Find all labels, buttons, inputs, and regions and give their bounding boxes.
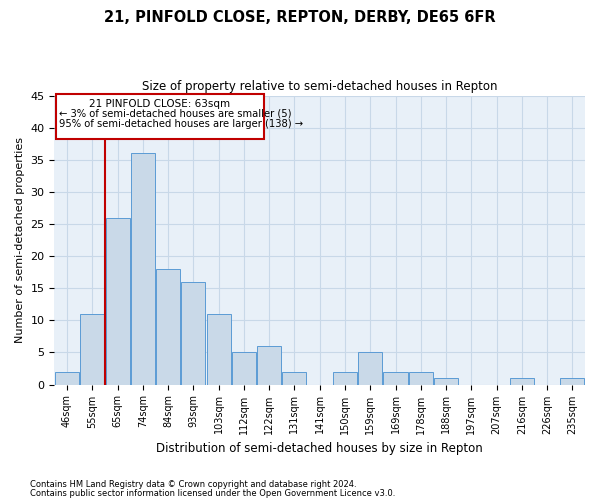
Text: Contains HM Land Registry data © Crown copyright and database right 2024.: Contains HM Land Registry data © Crown c… [30, 480, 356, 489]
FancyBboxPatch shape [56, 94, 264, 139]
Title: Size of property relative to semi-detached houses in Repton: Size of property relative to semi-detach… [142, 80, 497, 93]
Bar [510, 378, 534, 384]
Bar [106, 218, 130, 384]
Bar [131, 154, 155, 384]
Bar [383, 372, 407, 384]
Bar [283, 372, 307, 384]
Text: 21, PINFOLD CLOSE, REPTON, DERBY, DE65 6FR: 21, PINFOLD CLOSE, REPTON, DERBY, DE65 6… [104, 10, 496, 25]
Bar [156, 269, 180, 384]
Text: ← 3% of semi-detached houses are smaller (5): ← 3% of semi-detached houses are smaller… [59, 108, 292, 118]
Bar [333, 372, 357, 384]
Bar [55, 372, 79, 384]
Text: 21 PINFOLD CLOSE: 63sqm: 21 PINFOLD CLOSE: 63sqm [89, 99, 230, 109]
X-axis label: Distribution of semi-detached houses by size in Repton: Distribution of semi-detached houses by … [157, 442, 483, 455]
Bar [257, 346, 281, 385]
Bar [560, 378, 584, 384]
Text: Contains public sector information licensed under the Open Government Licence v3: Contains public sector information licen… [30, 488, 395, 498]
Bar [206, 314, 230, 384]
Bar [409, 372, 433, 384]
Bar [232, 352, 256, 384]
Text: 95% of semi-detached houses are larger (138) →: 95% of semi-detached houses are larger (… [59, 120, 304, 130]
Bar [80, 314, 104, 384]
Bar [358, 352, 382, 384]
Bar [181, 282, 205, 384]
Y-axis label: Number of semi-detached properties: Number of semi-detached properties [15, 137, 25, 343]
Bar [434, 378, 458, 384]
